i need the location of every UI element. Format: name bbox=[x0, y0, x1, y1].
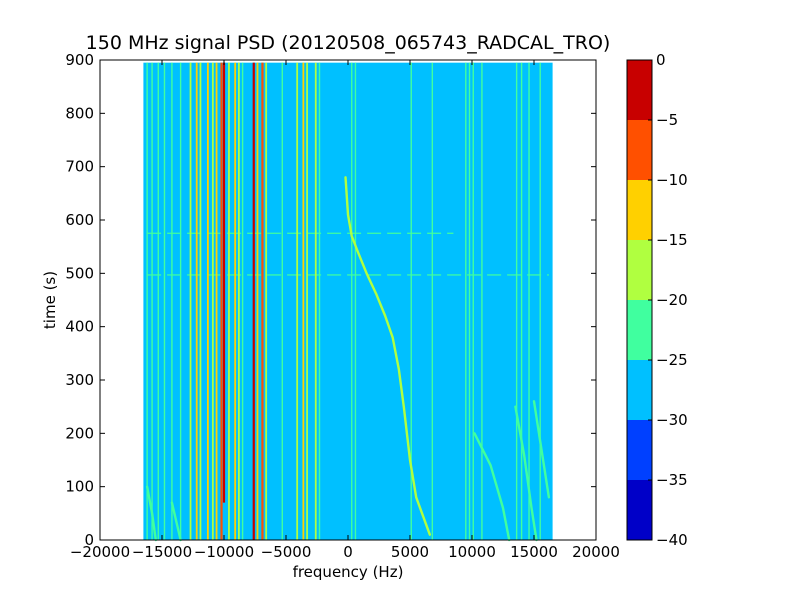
colorbar-tick-label: −25 bbox=[656, 351, 688, 369]
x-tick-label: 10000 bbox=[448, 543, 496, 561]
colorbar-tick-label: −40 bbox=[656, 531, 688, 549]
colorbar-bin-7 bbox=[627, 60, 652, 120]
drift-track-1 bbox=[145, 485, 158, 542]
colorbar-bin-0 bbox=[627, 480, 652, 540]
x-tick-label: 20000 bbox=[572, 543, 620, 561]
colorbar-tick-label: −10 bbox=[656, 171, 688, 189]
colorbar-tick-label: −5 bbox=[656, 111, 678, 129]
colorbar: 0 −5 −10 −15 −20 −25 −30 −35 −40 bbox=[626, 51, 688, 549]
colorbar-bin-4 bbox=[627, 240, 652, 300]
x-tick-label: −15000 bbox=[132, 543, 192, 561]
y-tick-label: 700 bbox=[65, 158, 94, 176]
colorbar-bin-5 bbox=[627, 180, 652, 240]
drift-track-0 bbox=[344, 176, 432, 536]
x-tick-label: −20000 bbox=[70, 543, 130, 561]
heatmap bbox=[143, 62, 553, 542]
drift-track-5 bbox=[532, 400, 551, 499]
y-axis-label: time (s) bbox=[41, 271, 59, 329]
y-axis: 0 100 200 300 400 500 600 700 800 900 bbox=[65, 51, 596, 549]
x-tick-label: 15000 bbox=[510, 543, 558, 561]
x-axis: −20000 −15000 −10000 −5000 0 5000 10000 15000 20… bbox=[70, 60, 620, 561]
colorbar-bin-3 bbox=[627, 300, 652, 360]
x-tick-label: −5000 bbox=[261, 543, 312, 561]
colorbar-tick-label: −30 bbox=[656, 411, 688, 429]
colorbar-tick-label: 0 bbox=[656, 51, 666, 69]
x-tick-label: −10000 bbox=[194, 543, 254, 561]
colorbar-bin-2 bbox=[627, 360, 652, 420]
y-tick-label: 200 bbox=[65, 424, 94, 442]
y-tick-label: 600 bbox=[65, 211, 94, 229]
colorbar-bin-1 bbox=[627, 420, 652, 480]
y-tick-label: 400 bbox=[65, 318, 94, 336]
x-tick-label: 5000 bbox=[391, 543, 429, 561]
colorbar-tick-label: −35 bbox=[656, 471, 688, 489]
colorbar-tick-label: −20 bbox=[656, 291, 688, 309]
x-axis-label: frequency (Hz) bbox=[293, 563, 404, 581]
plot-area: −20000 −15000 −10000 −5000 0 5000 10000 15000 20… bbox=[65, 51, 620, 561]
y-tick-label: 100 bbox=[65, 478, 94, 496]
drift-track-4 bbox=[514, 405, 538, 542]
y-tick-label: 300 bbox=[65, 371, 94, 389]
colorbar-bin-6 bbox=[627, 120, 652, 180]
y-tick-label: 900 bbox=[65, 51, 94, 69]
y-tick-label: 800 bbox=[65, 104, 94, 122]
x-tick-label: 0 bbox=[343, 543, 353, 561]
y-tick-label: 500 bbox=[65, 264, 94, 282]
heatmap-background bbox=[143, 62, 553, 541]
colorbar-tick-label: −15 bbox=[656, 231, 688, 249]
chart-title: 150 MHz signal PSD (20120508_065743_RADC… bbox=[86, 32, 611, 54]
drift-track-2 bbox=[170, 501, 182, 542]
drift-track-3 bbox=[473, 432, 511, 542]
y-tick-label: 0 bbox=[84, 531, 94, 549]
